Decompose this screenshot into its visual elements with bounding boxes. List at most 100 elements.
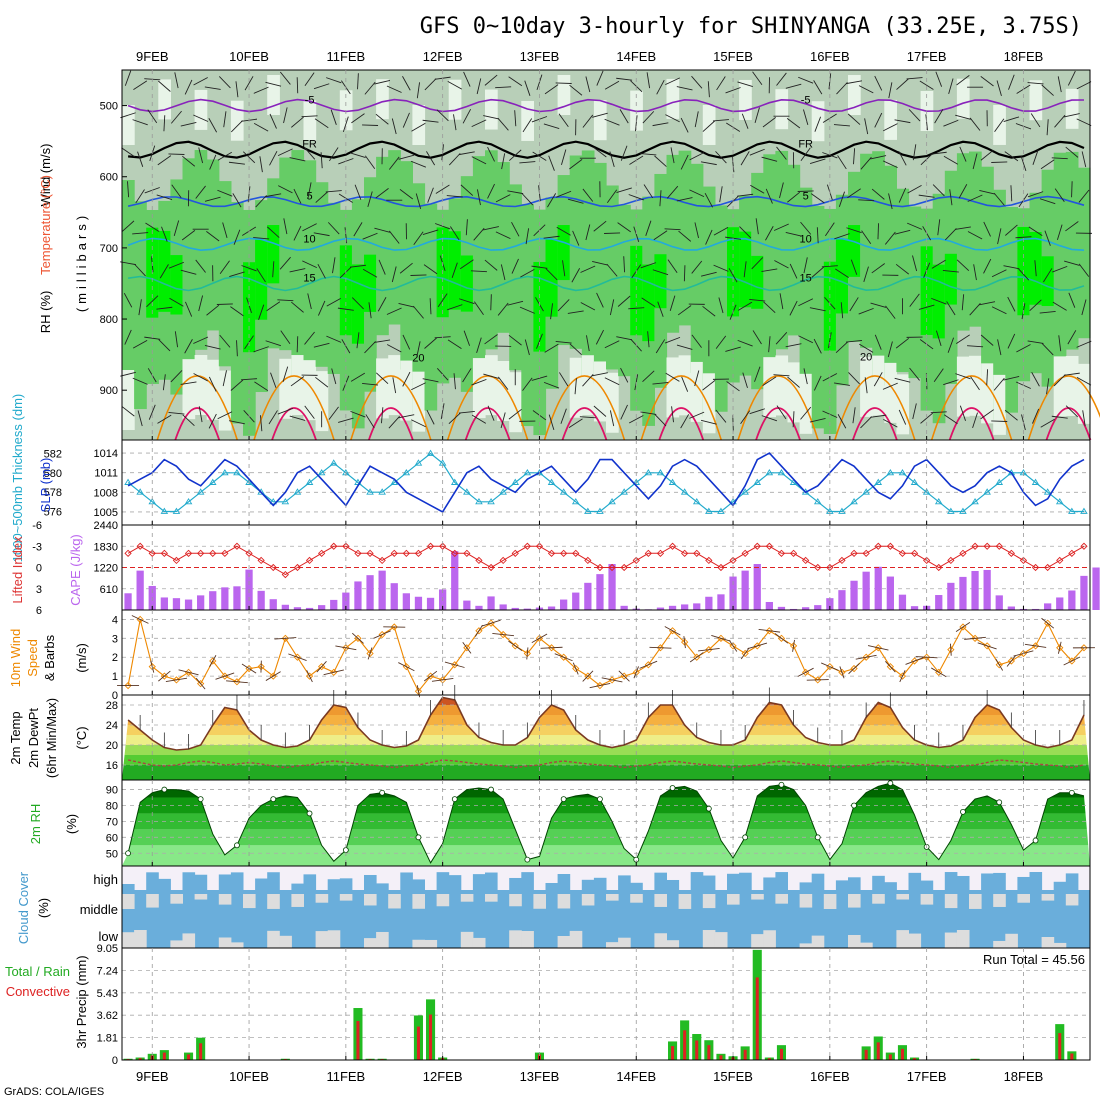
wind-barb: [628, 194, 644, 201]
wind-barb: [256, 268, 266, 283]
wind-barb: [497, 117, 509, 131]
li-point: [463, 549, 471, 557]
thickness-point: [559, 488, 568, 495]
wind-barb: [416, 82, 421, 99]
wind-barb: [800, 221, 812, 235]
cloud-low-gap: [618, 937, 631, 948]
wind-barb: [1008, 74, 1015, 90]
cape-bar: [910, 606, 919, 610]
wind-barb: [411, 382, 426, 391]
cloud-high-bar: [908, 872, 922, 890]
rh-point: [597, 796, 603, 803]
cloud-mid-gap: [315, 894, 329, 903]
contour-label: 5: [803, 191, 809, 203]
thickness-point: [317, 468, 326, 476]
li-point: [765, 542, 773, 550]
li-point: [572, 549, 580, 557]
thickness-point: [475, 497, 483, 505]
cloud-low-gap: [666, 940, 680, 948]
cape-bar: [620, 605, 628, 610]
wind-barb-10m: [531, 633, 548, 644]
wind-barb: [162, 374, 166, 391]
cloud-mid-gap: [727, 894, 740, 905]
wind-barb: [398, 154, 415, 160]
wind-barb: [219, 260, 230, 274]
thickness-point: [644, 468, 653, 476]
wind-barb: [846, 227, 862, 234]
wind-barb: [204, 344, 221, 350]
rh-field-cell: [714, 205, 728, 412]
cloud-high-bar: [376, 883, 389, 890]
wind-barb: [676, 344, 693, 350]
cloud-low-gap: [1005, 933, 1018, 948]
wind-barb: [912, 144, 917, 161]
wind-barb: [1067, 330, 1077, 345]
cape-bar: [777, 606, 786, 610]
rh-point: [742, 834, 749, 841]
wind-barb: [935, 330, 942, 347]
wind-barb: [894, 119, 911, 124]
rh-ylabel-unit: (%): [64, 814, 79, 834]
wind-barb: [993, 192, 1005, 206]
wind-barb: [596, 292, 604, 308]
wind-barb: [487, 146, 495, 162]
cape-bar: [487, 596, 495, 610]
wind-barb: [680, 117, 689, 133]
wind-barb: [849, 297, 859, 312]
wind-barb: [206, 304, 220, 316]
wind-barb: [1010, 185, 1013, 202]
wind-barb: [833, 382, 850, 386]
li-point: [644, 549, 652, 557]
warm-contour: [834, 375, 916, 441]
cloud-low-gap: [896, 930, 909, 948]
rh-field-cell: [666, 154, 680, 333]
wind-barb: [168, 411, 185, 415]
wind-barb: [185, 301, 193, 317]
wind-barb: [1034, 260, 1037, 277]
wind-barb: [362, 124, 379, 126]
thickness-point: [571, 497, 580, 505]
cloud-high-bar: [944, 872, 958, 890]
wind-barb: [447, 304, 463, 311]
temp-line: [127, 696, 1085, 751]
wind-barb: [572, 230, 580, 246]
wind-barb: [545, 268, 558, 281]
rh-point: [669, 785, 676, 791]
wind-barb: [410, 160, 427, 168]
wind-barb: [689, 411, 705, 419]
wind-barb: [508, 334, 522, 346]
wind-barb: [677, 305, 692, 316]
cloud-low-gap: [557, 935, 571, 948]
cape-bar: [959, 576, 967, 610]
cloud-mid-gap: [218, 894, 232, 905]
hot-contour: [367, 407, 414, 441]
wind-barb: [751, 257, 764, 270]
wind-barb: [422, 378, 439, 383]
cloud-high-bar: [303, 874, 317, 890]
wind-barb: [813, 375, 822, 391]
wind-barb: [184, 339, 193, 354]
cloud-high-bar: [884, 882, 897, 890]
wind-barb: [737, 81, 753, 88]
wind-barb: [427, 187, 434, 203]
top-date-label: 16FEB: [810, 49, 850, 64]
wind-barb: [296, 336, 299, 353]
li-point: [281, 570, 289, 579]
wind-barb: [132, 119, 148, 126]
wind-barb: [302, 260, 317, 269]
wind-barb-10m: [747, 642, 768, 650]
cloud-low-gap: [799, 943, 813, 948]
footer-credit: GrADS: COLA/IGES: [4, 1086, 104, 1098]
thickness-point: [1043, 488, 1052, 495]
wind-barb: [604, 118, 620, 126]
cape-bar: [305, 607, 314, 610]
cloud-low-gap: [944, 932, 958, 948]
wind-barb: [604, 340, 620, 349]
slp-right-ytick-label: 1011: [94, 468, 118, 480]
li-point: [850, 549, 858, 557]
li-point: [451, 549, 459, 557]
cloud-low-gap: [364, 938, 377, 948]
wind-speed-point: [354, 634, 362, 642]
wind-barb: [269, 150, 278, 166]
wind-barb-10m: [373, 630, 391, 639]
